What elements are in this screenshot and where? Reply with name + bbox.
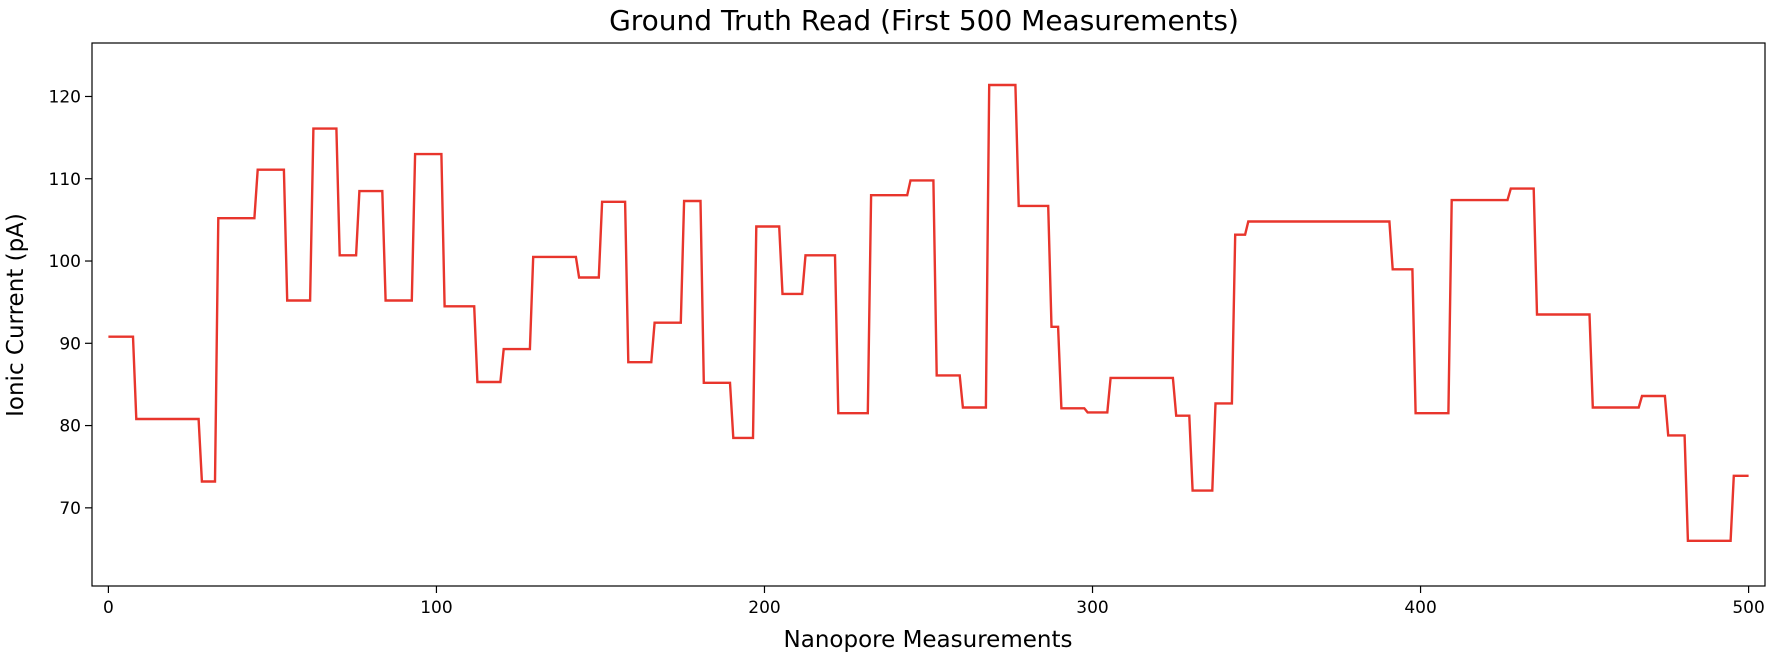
y-tick-label: 100 bbox=[49, 252, 81, 272]
y-tick-label: 70 bbox=[59, 499, 81, 519]
x-tick-label: 200 bbox=[748, 598, 780, 618]
x-tick-label: 300 bbox=[1076, 598, 1108, 618]
plot-frame bbox=[91, 42, 1766, 587]
plot-area bbox=[108, 83, 1749, 542]
y-tick-label: 90 bbox=[59, 334, 81, 354]
x-axis: 0 100 200 300 400 500 bbox=[103, 586, 1765, 618]
chart-title: Ground Truth Read (First 500 Measurement… bbox=[609, 4, 1239, 37]
y-tick-label: 110 bbox=[49, 170, 81, 190]
x-tick-label: 0 bbox=[103, 598, 114, 618]
y-axis-label: Ionic Current (pA) bbox=[3, 213, 29, 417]
y-axis: 70 80 90 100 110 120 bbox=[49, 87, 92, 519]
x-tick-label: 100 bbox=[420, 598, 452, 618]
series-line-0 bbox=[108, 83, 1749, 542]
y-tick-label: 120 bbox=[49, 87, 81, 107]
x-tick-label: 400 bbox=[1404, 598, 1436, 618]
x-axis-label: Nanopore Measurements bbox=[784, 627, 1073, 652]
x-tick-label: 500 bbox=[1732, 598, 1764, 618]
y-tick-label: 80 bbox=[59, 417, 81, 437]
